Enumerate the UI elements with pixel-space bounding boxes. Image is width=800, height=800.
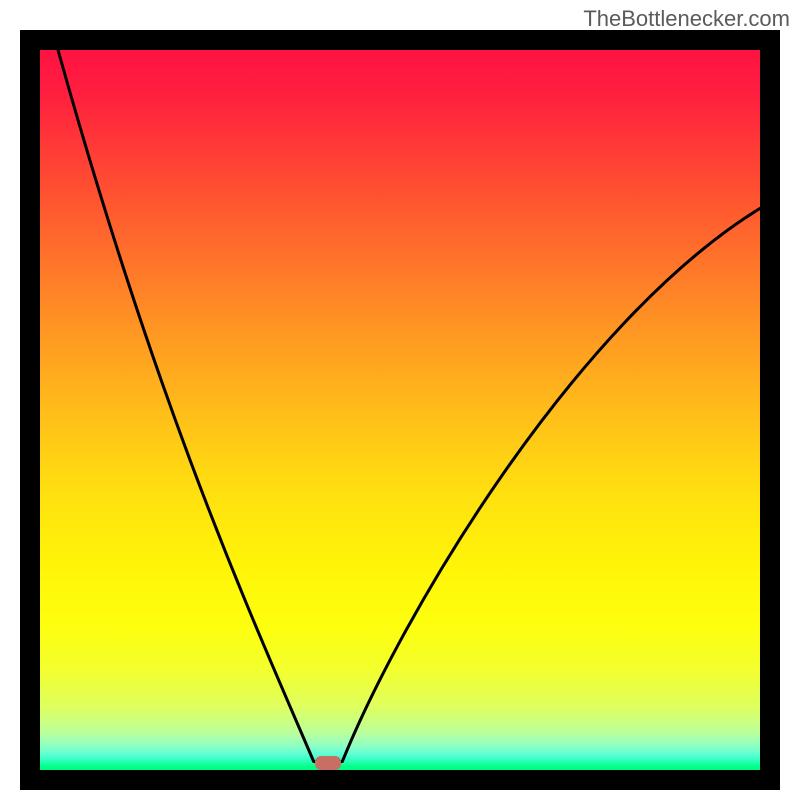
bottleneck-curve	[40, 50, 760, 770]
chart-root: TheBottlenecker.com	[0, 0, 800, 800]
plot-area	[40, 50, 760, 770]
optimum-marker	[315, 756, 340, 770]
watermark-text: TheBottlenecker.com	[583, 6, 790, 32]
